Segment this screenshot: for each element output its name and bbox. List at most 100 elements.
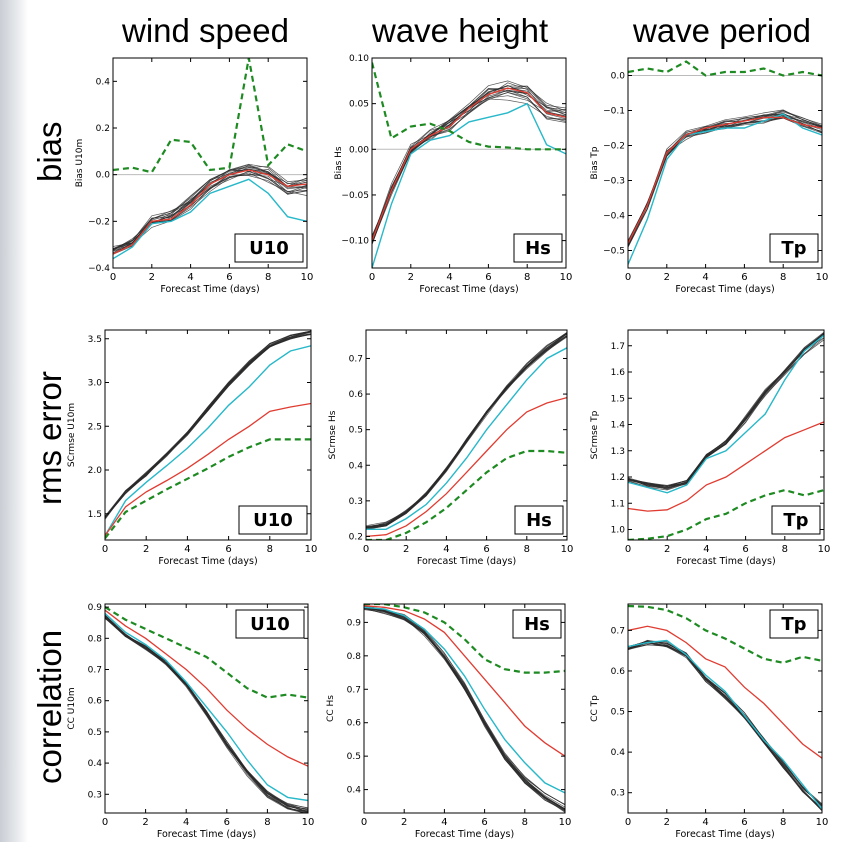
y-axis-label: SCrmse U10m — [67, 403, 77, 467]
ensemble-member-line — [628, 335, 824, 487]
ensemble-member-line — [364, 609, 565, 809]
ensemble-member-line — [366, 334, 567, 528]
x-tick-label: 2 — [664, 272, 670, 283]
y-axis-label: CC Tp — [590, 695, 600, 722]
ensemble-member-line — [628, 333, 824, 486]
y-axis-label: CC Hs — [326, 695, 336, 722]
x-tick-label: 10 — [302, 817, 315, 828]
x-tick-label: 2 — [664, 544, 670, 555]
x-axis-label: Forecast Time (days) — [415, 829, 514, 840]
y-tick-label: 0.6 — [88, 697, 103, 707]
x-tick-label: 0 — [625, 817, 631, 828]
ensemble-member-line — [364, 609, 565, 811]
x-tick-label: 10 — [559, 817, 572, 828]
x-tick-label: 2 — [408, 272, 414, 283]
y-axis-label: Bias Tp — [590, 146, 600, 179]
y-axis-label: SCrmse Hs — [328, 410, 338, 459]
ensemble-member-line — [628, 333, 824, 487]
y-tick-label: 0.5 — [88, 728, 102, 738]
ensemble-member-line — [366, 336, 567, 529]
variable-badge-label: Tp — [781, 614, 806, 635]
x-tick-label: 6 — [485, 272, 491, 283]
ensemble-member-line — [366, 337, 567, 530]
y-axis-label: Bias U10m — [75, 139, 85, 188]
ensemble-member-line — [105, 332, 311, 517]
ensemble-member-line — [366, 333, 567, 527]
x-tick-label: 4 — [702, 817, 708, 828]
panel-corr-height: 0 2 4 6 8 100.40.50.60.70.80.9Forecast Time (… — [326, 604, 571, 840]
ensemble-member-line — [366, 333, 567, 529]
x-tick-label: 10 — [818, 544, 831, 555]
x-axis-label: Forecast Time (days) — [675, 284, 774, 295]
panel-corr-period: 0 2 4 6 8 100.30.40.50.60.7Forecast Time (day… — [590, 604, 828, 840]
ensemble-member-line — [628, 332, 824, 486]
ensemble-member-line — [372, 81, 566, 240]
variable-badge-label: Hs — [524, 614, 550, 635]
ensemble-member-line — [628, 645, 822, 811]
y-tick-label: 0.6 — [349, 390, 364, 400]
green-dashed-series-line — [628, 62, 822, 76]
ensemble-member-line — [628, 334, 824, 488]
y-tick-label: −0.4 — [603, 212, 625, 222]
cyan-series-line — [628, 641, 822, 809]
ensemble-member-line — [372, 90, 566, 242]
x-tick-label: 0 — [102, 817, 108, 828]
ensemble-member-line — [372, 93, 566, 239]
x-tick-label: 2 — [149, 272, 155, 283]
variable-badge-label: Hs — [526, 510, 552, 531]
variable-badge-label: Tp — [783, 510, 808, 531]
panel-bias-height: 0 2 4 6 8 10−0.10−0.050.000.050.10Forecast Ti… — [334, 54, 572, 295]
y-tick-label: 2.0 — [88, 466, 103, 476]
x-tick-label: 2 — [664, 817, 670, 828]
x-tick-label: 10 — [560, 272, 573, 283]
y-tick-label: 3.0 — [88, 379, 103, 389]
ensemble-member-line — [366, 336, 567, 529]
y-tick-label: 0.10 — [349, 54, 369, 64]
ensemble-member-line — [105, 331, 311, 517]
x-tick-label: 0 — [369, 272, 375, 283]
ensemble-member-line — [366, 332, 567, 526]
y-tick-label: 0.8 — [88, 634, 103, 644]
x-tick-label: 2 — [142, 817, 148, 828]
x-tick-label: 2 — [401, 817, 407, 828]
x-axis-label: Forecast Time (days) — [160, 284, 259, 295]
x-tick-label: 4 — [702, 272, 708, 283]
ensemble-member-line — [105, 332, 311, 517]
x-tick-label: 0 — [110, 272, 116, 283]
y-tick-label: 0.9 — [347, 618, 362, 628]
x-tick-label: 0 — [361, 817, 367, 828]
x-tick-label: 8 — [267, 544, 273, 555]
y-tick-label: 0.0 — [96, 171, 111, 181]
y-tick-label: 0.7 — [88, 666, 102, 676]
ensemble-member-line — [366, 333, 567, 527]
ensemble-member-line — [105, 334, 311, 517]
x-tick-label: 10 — [816, 817, 829, 828]
x-axis-label: Forecast Time (days) — [676, 556, 775, 567]
x-tick-label: 6 — [742, 544, 748, 555]
ensemble-member-line — [628, 118, 822, 247]
y-axis-label: CC U10m — [67, 687, 77, 729]
y-tick-label: 0.7 — [349, 354, 363, 364]
y-tick-label: 1.4 — [611, 421, 626, 431]
red-series-line — [628, 118, 822, 244]
variable-badge-label: Hs — [525, 238, 551, 259]
y-tick-label: 0.3 — [349, 497, 363, 507]
panel-bias-period: 0 2 4 6 8 10−0.5−0.4−0.3−0.2−0.10.0Forecast T… — [590, 58, 828, 295]
ensemble-member-line — [366, 335, 567, 528]
ensemble-member-line — [628, 335, 824, 486]
y-tick-label: 1.7 — [611, 342, 625, 352]
ensemble-member-line — [105, 334, 311, 518]
y-tick-label: −0.4 — [88, 264, 110, 274]
ensemble-member-line — [372, 89, 566, 243]
x-tick-label: 6 — [481, 817, 487, 828]
y-tick-label: 0.4 — [96, 77, 111, 87]
x-tick-label: 8 — [524, 272, 530, 283]
ensemble-member-line — [105, 331, 311, 517]
ensemble-member-line — [105, 331, 311, 518]
ensemble-member-line — [366, 335, 567, 528]
variable-badge-label: U10 — [249, 238, 289, 259]
y-tick-label: 0.7 — [611, 626, 625, 636]
green-dashed-series-line — [113, 58, 307, 172]
y-tick-label: 0.6 — [347, 719, 362, 729]
